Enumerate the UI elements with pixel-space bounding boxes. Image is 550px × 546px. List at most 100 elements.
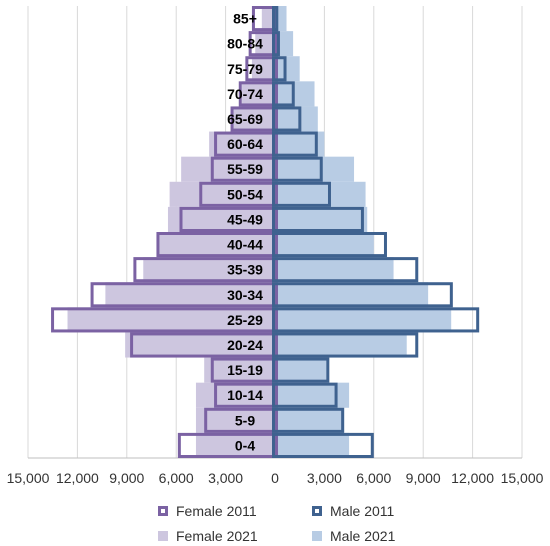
category-label-6: 55-59: [227, 161, 263, 177]
bar-female-2011-10: [133, 257, 278, 283]
bar-male-2021-2: [275, 56, 300, 82]
bar-male-2011-0: [272, 6, 279, 32]
bar-female-2021-9: [158, 232, 275, 258]
bar-male-2021-3: [275, 81, 315, 107]
bar-female-2021-8: [167, 206, 275, 232]
legend-swatch-male-2011: [312, 506, 322, 516]
legend-swatch-female-2011: [158, 506, 168, 516]
category-label-7: 50-54: [227, 186, 263, 202]
bar-female-2011-13: [130, 332, 278, 358]
category-label-1: 80-84: [227, 36, 263, 52]
bar-male-2011-5: [272, 131, 318, 157]
bar-male-2011-11: [272, 282, 453, 308]
bar-male-2021-4: [275, 106, 318, 132]
bar-male-2011-4: [272, 106, 302, 132]
bar-female-2021-0: [261, 6, 275, 32]
bar-male-2021-16: [275, 407, 345, 433]
category-label-11: 30-34: [227, 287, 263, 303]
bar-female-2021-6: [181, 156, 275, 182]
bar-female-2011-12: [51, 307, 279, 333]
bar-female-2011-17: [177, 432, 278, 458]
bar-male-2021-7: [275, 181, 366, 207]
bar-male-2021-13: [275, 332, 407, 358]
bar-female-2021-17: [195, 432, 275, 458]
category-label-3: 70-74: [227, 86, 263, 102]
bar-male-2011-12: [272, 307, 480, 333]
legend-item-female-2021: Female 2021: [158, 528, 258, 544]
category-labels: 85+ 80-84 75-79 70-74 65-69 60-64 55-59 50-54 45…: [227, 11, 263, 454]
bar-male-2021-17: [275, 432, 350, 458]
bar-male-2021-0: [275, 6, 287, 32]
x-tick-label-4: 3,000: [208, 470, 243, 486]
bar-female-2011-1: [248, 31, 279, 57]
x-tick-label-9: 12,000: [451, 470, 494, 486]
x-tick-label-10: 15,000: [501, 470, 544, 486]
bar-male-2011-17: [272, 432, 374, 458]
bar-female-2011-16: [204, 407, 278, 433]
bar-female-2011-11: [90, 282, 278, 308]
bar-male-2011-2: [272, 56, 287, 82]
bar-male-2011-8: [272, 206, 364, 232]
category-label-9: 40-44: [227, 237, 263, 253]
bar-female-2011-3: [238, 81, 278, 107]
legend-item-male-2021: Male 2021: [312, 528, 395, 544]
bar-female-2021-14: [204, 357, 275, 383]
bars-2021: [67, 6, 452, 458]
category-label-0: 85+: [233, 11, 257, 27]
legend-label-female-2011: Female 2011: [176, 503, 257, 519]
x-tick-label-7: 6,000: [356, 470, 391, 486]
bar-female-2011-9: [156, 232, 278, 258]
bar-male-2021-14: [275, 357, 328, 383]
bar-male-2011-16: [272, 407, 345, 433]
bar-female-2021-7: [169, 181, 275, 207]
bar-female-2011-5: [214, 131, 278, 157]
x-tick-label-1: 12,000: [56, 470, 99, 486]
category-label-2: 75-79: [227, 61, 263, 77]
bar-female-2011-2: [245, 56, 278, 82]
bar-male-2011-7: [272, 181, 331, 207]
bar-female-2011-4: [230, 106, 278, 132]
category-label-4: 65-69: [227, 111, 263, 127]
category-label-13: 20-24: [227, 337, 263, 353]
category-label-8: 45-49: [227, 211, 263, 227]
bar-female-2011-7: [199, 181, 278, 207]
legend-label-female-2021: Female 2021: [176, 528, 258, 544]
bar-female-2011-14: [210, 357, 278, 383]
bar-female-2021-3: [242, 81, 275, 107]
bar-male-2021-11: [275, 282, 429, 308]
legend-item-female-2011: Female 2011: [158, 503, 257, 519]
bar-female-2021-4: [232, 106, 275, 132]
x-tick-label-5: 0: [271, 470, 279, 486]
bar-male-2011-10: [272, 257, 419, 283]
legend-label-male-2011: Male 2011: [330, 503, 395, 519]
bars-2011: [51, 6, 480, 458]
bar-female-2021-11: [105, 282, 275, 308]
x-tick-label-6: 3,000: [307, 470, 342, 486]
legend-swatch-female-2021: [158, 531, 168, 541]
bar-male-2011-6: [272, 156, 323, 182]
x-tick-label-3: 6,000: [159, 470, 194, 486]
bar-male-2021-6: [275, 156, 355, 182]
x-tick-label-8: 9,000: [406, 470, 441, 486]
bar-female-2011-15: [214, 382, 278, 408]
bar-male-2011-13: [272, 332, 419, 358]
category-label-14: 15-19: [227, 362, 263, 378]
category-label-15: 10-14: [227, 387, 263, 403]
bar-male-2021-12: [275, 307, 452, 333]
bar-female-2021-2: [251, 56, 275, 82]
legend-label-male-2021: Male 2021: [330, 528, 396, 544]
bar-female-2021-5: [209, 131, 275, 157]
bar-female-2021-12: [67, 307, 276, 333]
bar-male-2011-9: [272, 232, 387, 258]
category-label-10: 35-39: [227, 262, 263, 278]
bar-female-2021-1: [255, 31, 275, 57]
bar-male-2021-15: [275, 382, 350, 408]
category-label-12: 25-29: [227, 312, 263, 328]
x-tick-label-0: 15,000: [7, 470, 50, 486]
x-axis-ticks: 15,000 12,000 9,000 6,000 3,000 0 3,000 6,000 9,…: [7, 470, 544, 486]
bar-female-2021-15: [195, 382, 275, 408]
legend-swatch-male-2021: [312, 531, 322, 541]
category-label-17: 0-4: [235, 437, 255, 453]
bar-female-2021-16: [195, 407, 275, 433]
